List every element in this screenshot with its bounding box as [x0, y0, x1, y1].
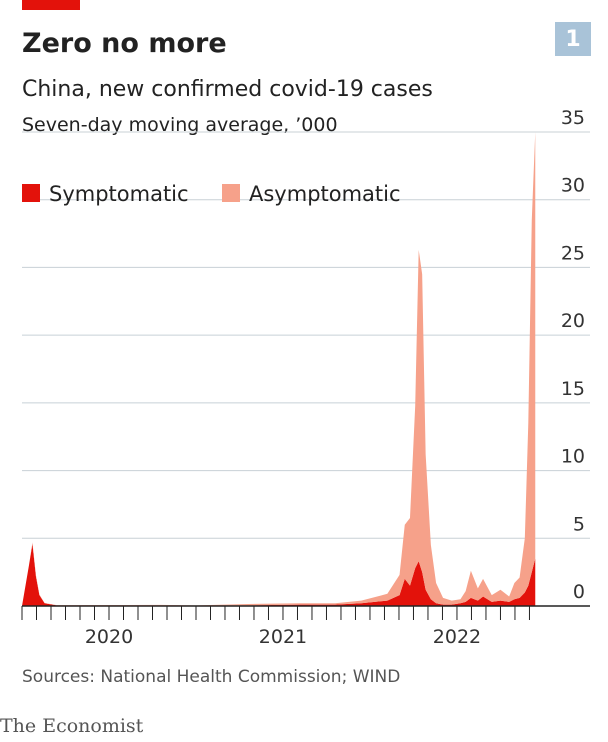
legend-label: Asymptomatic	[249, 182, 401, 206]
y-tick-label: 0	[573, 581, 585, 603]
chart-title: Zero no more	[22, 28, 227, 59]
y-tick-label: 20	[561, 310, 585, 332]
y-tick-label: 10	[561, 446, 585, 468]
brand-tag	[22, 0, 80, 10]
y-tick-label: 5	[573, 513, 585, 535]
y-tick-label: 30	[561, 175, 585, 197]
y-tick-label: 25	[561, 242, 585, 264]
y-tick-label: 35	[561, 107, 585, 129]
x-tick-label: 2021	[259, 626, 307, 648]
badge: 1	[565, 27, 580, 52]
legend-swatch	[22, 184, 40, 202]
brand: The Economist	[0, 715, 144, 737]
source: Sources: National Health Commission; WIN…	[22, 667, 400, 687]
area	[22, 543, 536, 606]
subtitle: China, new confirmed covid-19 cases	[22, 77, 433, 102]
legend-label: Symptomatic	[49, 182, 189, 206]
legend-swatch	[222, 184, 240, 202]
unit-note: Seven-day moving average, ’000	[22, 114, 338, 136]
badge-box	[555, 22, 591, 56]
x-tick-label: 2020	[85, 626, 133, 648]
y-tick-label: 15	[561, 378, 585, 400]
x-tick-label: 2022	[433, 626, 481, 648]
